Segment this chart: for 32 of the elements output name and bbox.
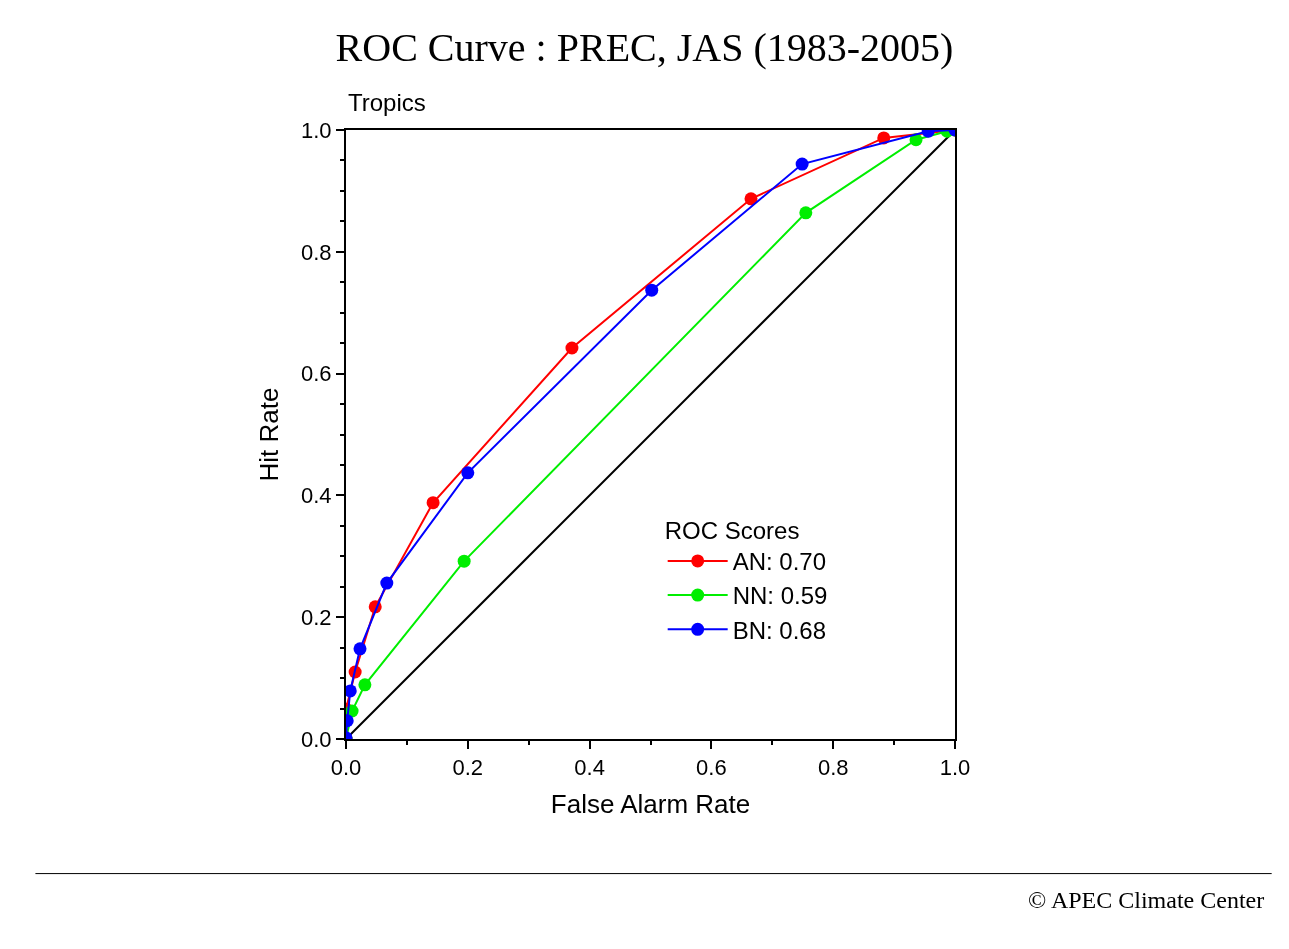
legend-label: BN: 0.68 <box>732 616 827 644</box>
y-tick-label: 0.4 <box>301 483 332 509</box>
point <box>358 678 372 692</box>
x-tick-label: 1.0 <box>939 755 971 781</box>
point <box>461 466 475 480</box>
point <box>795 157 809 171</box>
point <box>380 576 394 590</box>
legend-label: NN: 0.59 <box>732 582 828 610</box>
point <box>457 554 471 568</box>
y-axis-title: Hit Rate <box>253 387 284 482</box>
x-axis-title: False Alarm Rate <box>550 788 751 819</box>
point <box>799 206 813 220</box>
chart-title: ROC Curve : PREC, JAS (1983-2005) <box>335 25 954 70</box>
point <box>426 496 440 510</box>
y-tick-label: 1.0 <box>301 117 332 143</box>
x-tick-label: 0.2 <box>452 755 484 781</box>
x-tick-label: 0.8 <box>817 755 849 781</box>
y-tick-label: 0.6 <box>301 361 332 387</box>
point <box>353 642 367 656</box>
chart-subtitle: Tropics <box>348 89 426 116</box>
point <box>744 192 758 206</box>
y-tick-label: 0.0 <box>301 726 332 752</box>
x-tick-label: 0.4 <box>574 755 605 781</box>
point <box>565 341 579 355</box>
y-tick-label: 0.8 <box>301 239 332 265</box>
point <box>645 283 659 297</box>
y-tick-label: 0.2 <box>301 604 332 630</box>
x-tick-label: 0.0 <box>330 755 362 781</box>
legend-label: AN: 0.70 <box>732 548 827 576</box>
text: © APEC Climate Center <box>1028 887 1265 913</box>
x-tick-label: 0.6 <box>696 755 727 781</box>
legend-title: ROC Scores <box>664 516 800 544</box>
